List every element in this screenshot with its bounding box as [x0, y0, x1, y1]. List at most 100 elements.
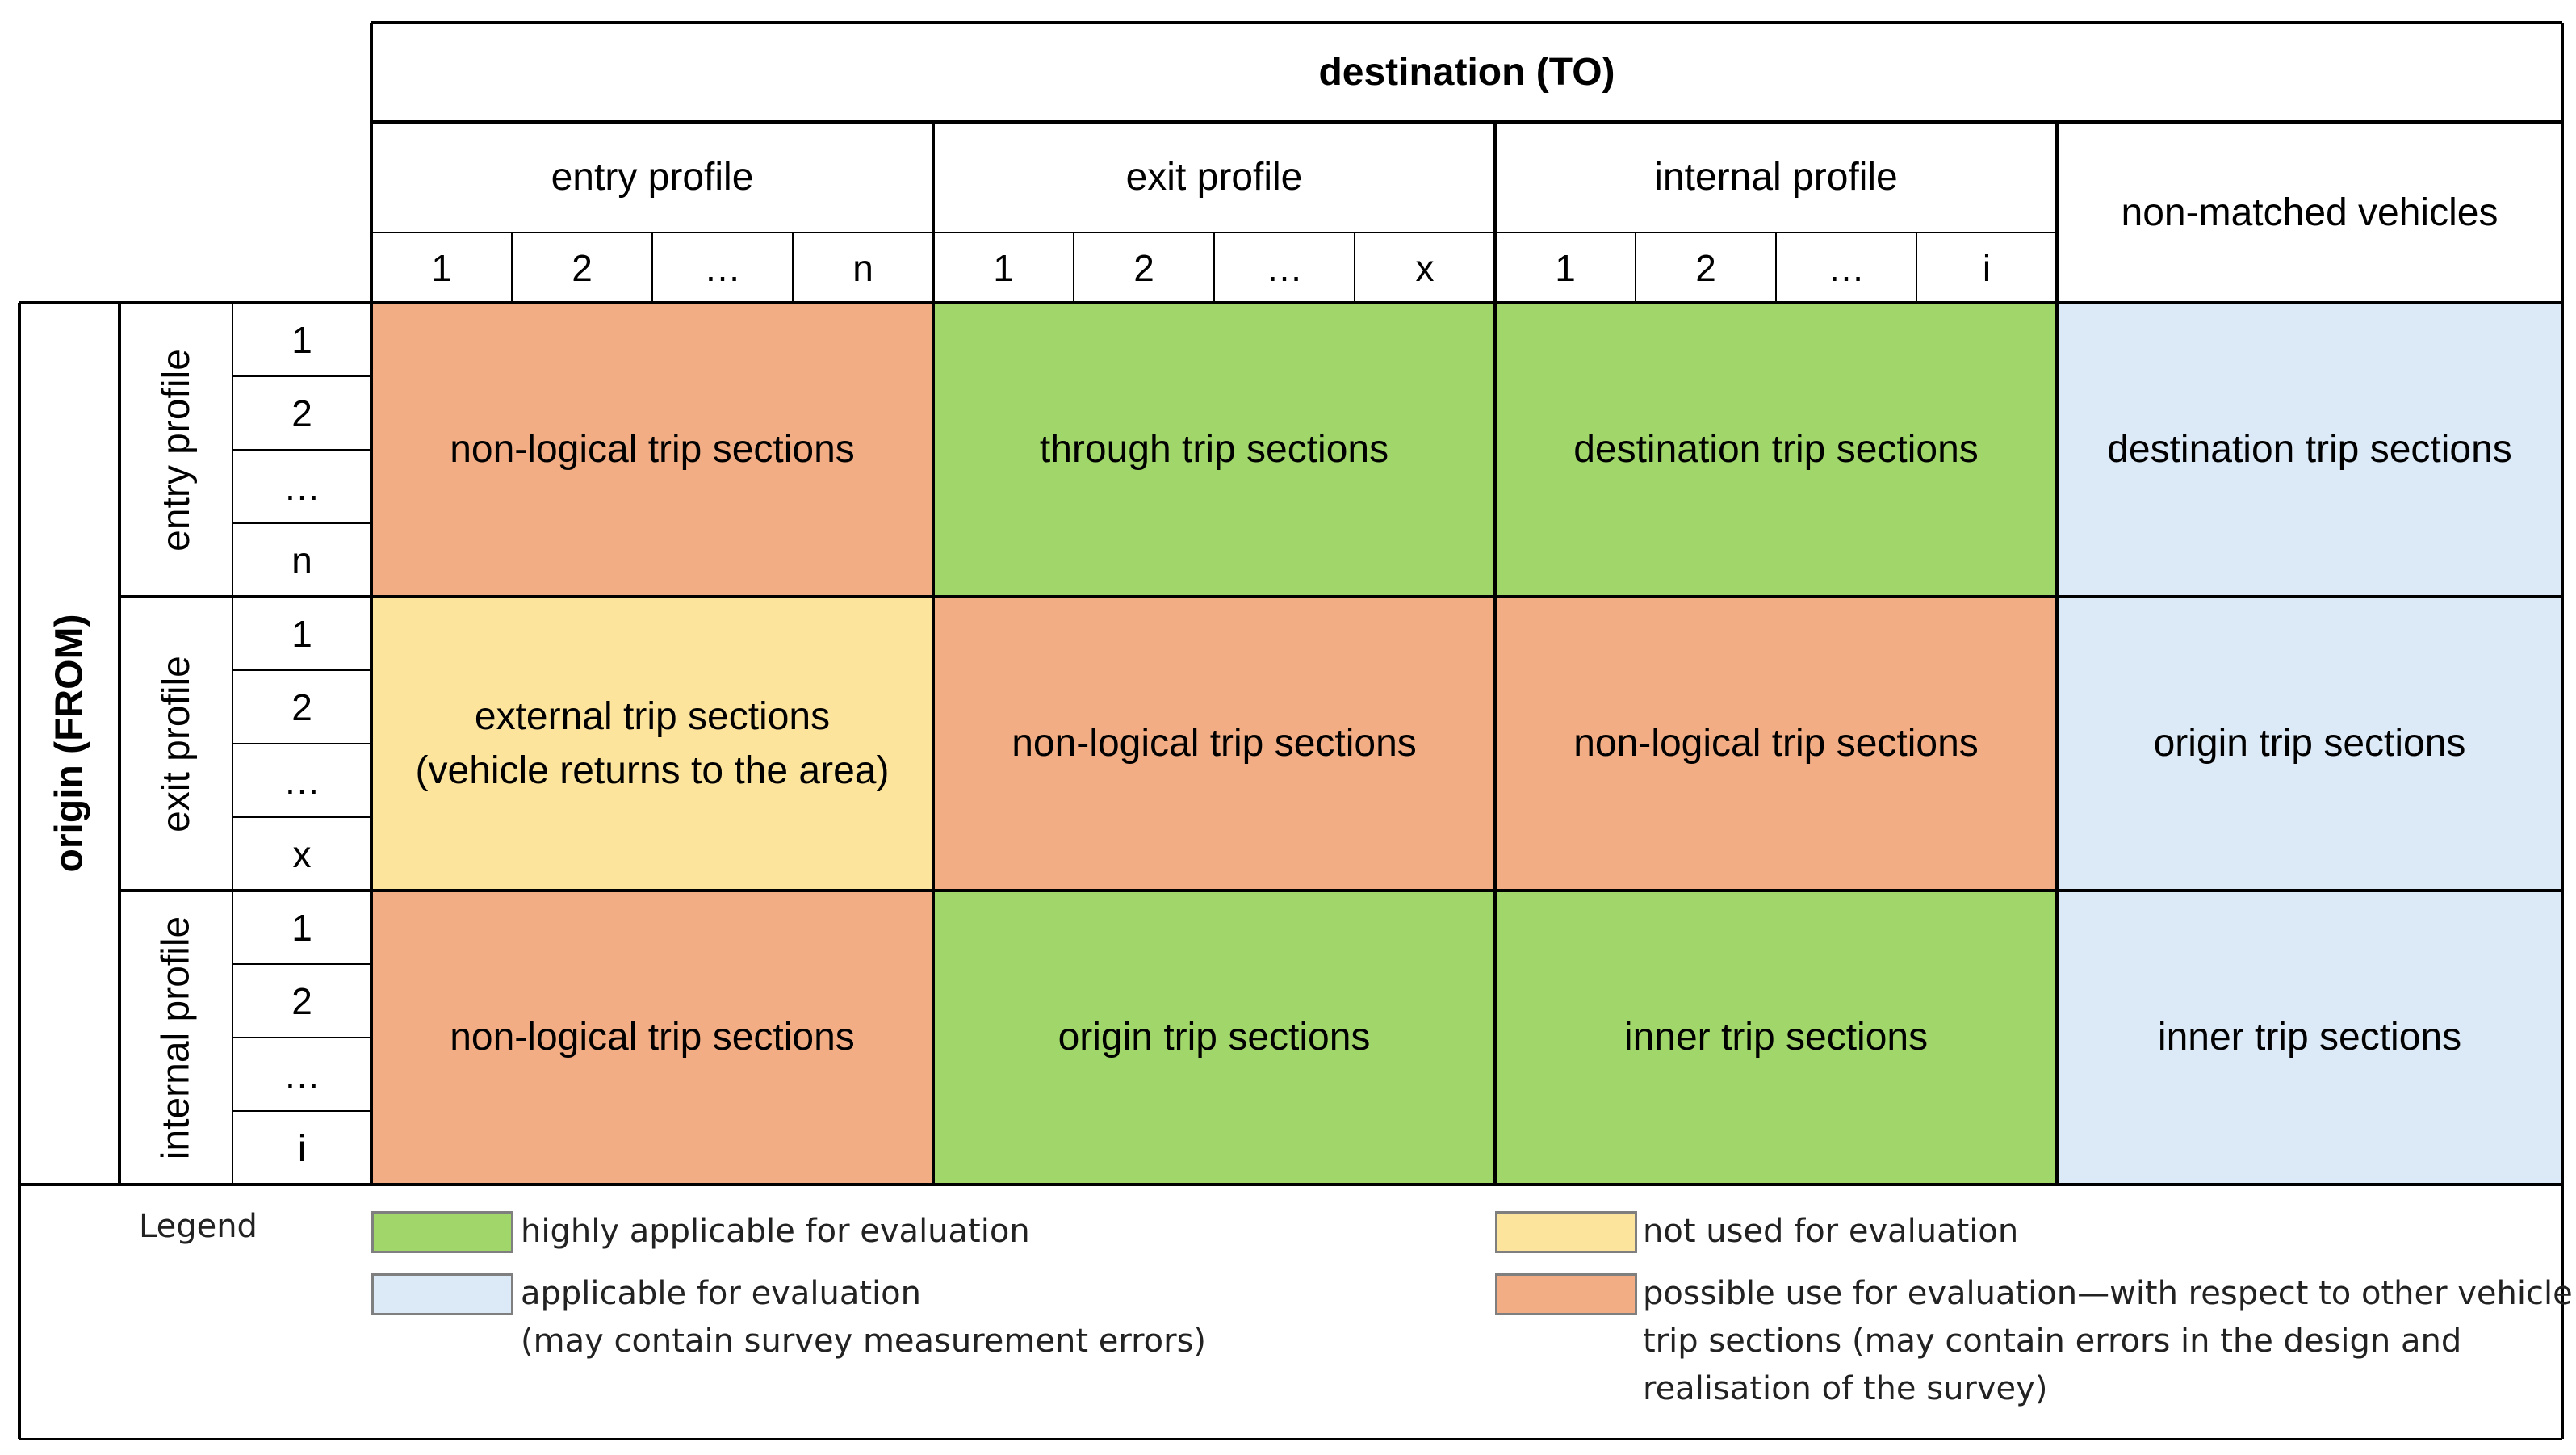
matrix-cell-label: through trip sections — [1039, 428, 1389, 472]
grid-line — [232, 375, 371, 377]
grid-line — [371, 120, 2562, 124]
destination-title: destination (TO) — [1318, 51, 1615, 94]
row-subheader: 1 — [291, 906, 312, 949]
grid-line — [370, 303, 373, 1185]
row-subheader: 1 — [291, 318, 312, 361]
row-header-label: internal profile — [154, 916, 198, 1159]
grid-line — [18, 303, 21, 1439]
legend-label: possible use for evaluation—with respect… — [1643, 1275, 2573, 1312]
row-header-box: entry profile — [119, 303, 232, 597]
legend-label: highly applicable for evaluation — [521, 1213, 1030, 1250]
matrix-cell: through trip sections — [933, 303, 1495, 597]
matrix-cell-label: inner trip sections — [2157, 1016, 2462, 1059]
row-header-box: exit profile — [119, 597, 232, 891]
matrix-cell: non-logical trip sections — [371, 891, 933, 1185]
grid-line — [119, 889, 2562, 892]
row-subheader: … — [283, 465, 320, 508]
matrix-cell: inner trip sections — [1495, 891, 2057, 1185]
grid-line — [1354, 233, 1355, 303]
row-subheader: 2 — [291, 686, 312, 728]
column-subheader: 2 — [572, 246, 593, 289]
matrix-cell-label: origin trip sections — [2153, 722, 2466, 765]
legend-swatch — [1495, 1211, 1637, 1253]
legend-swatch — [371, 1211, 513, 1253]
row-header-label: entry profile — [154, 348, 198, 551]
grid-line — [19, 1438, 2562, 1440]
matrix-cell: non-logical trip sections — [1495, 597, 2057, 891]
matrix-cell: inner trip sections — [2057, 891, 2562, 1185]
column-header-label: internal profile — [1654, 156, 1898, 199]
row-subheader: 1 — [291, 612, 312, 655]
grid-line — [1213, 233, 1215, 303]
grid-line — [19, 1183, 2562, 1186]
column-header-label: non-matched vehicles — [2121, 191, 2499, 234]
legend-swatch — [371, 1273, 513, 1315]
column-subheader: 1 — [431, 246, 452, 289]
row-subheader: x — [292, 832, 312, 875]
grid-line — [932, 122, 935, 1185]
matrix-cell-label: non-logical trip sections — [1012, 722, 1417, 765]
column-subheader: 2 — [1133, 246, 1154, 289]
row-subheader: n — [291, 539, 312, 581]
grid-line — [232, 522, 371, 524]
grid-line — [232, 816, 371, 818]
column-header-label: entry profile — [551, 156, 754, 199]
legend-label: trip sections (may contain errors in the… — [1643, 1323, 2462, 1360]
column-subheader: 2 — [1695, 246, 1716, 289]
row-subheader: … — [283, 759, 320, 802]
matrix-cell-label: non-logical trip sections — [450, 1016, 855, 1059]
matrix-cell: origin trip sections — [933, 891, 1495, 1185]
grid-line — [371, 21, 2562, 24]
grid-line — [232, 1110, 371, 1112]
legend-label: applicable for evaluation — [521, 1275, 921, 1312]
column-subheader: … — [704, 246, 741, 289]
legend-swatch — [1495, 1273, 1637, 1315]
column-subheader: x — [1415, 246, 1435, 289]
matrix-cell: external trip sections (vehicle returns t… — [371, 597, 933, 891]
matrix-cell-label: inner trip sections — [1623, 1016, 1929, 1059]
grid-line — [1493, 122, 1497, 1185]
column-subheader: … — [1828, 246, 1865, 289]
matrix-cell: destination trip sections — [1495, 303, 2057, 597]
column-subheader: … — [1266, 246, 1303, 289]
origin-title: origin (FROM) — [48, 614, 91, 872]
grid-line — [1916, 233, 1917, 303]
grid-line — [511, 233, 513, 303]
matrix-cell-sublabel: (vehicle returns to the area) — [415, 749, 890, 792]
row-header-label: exit profile — [154, 655, 198, 832]
matrix-cell-label: non-logical trip sections — [450, 428, 855, 472]
grid-line — [119, 595, 2562, 598]
matrix-cell: origin trip sections — [2057, 597, 2562, 891]
grid-line — [232, 963, 371, 965]
matrix-cell-label: external trip sections — [474, 694, 831, 738]
grid-line — [232, 669, 371, 671]
matrix-cell-label: destination trip sections — [1573, 428, 1979, 472]
matrix-cell: non-logical trip sections — [933, 597, 1495, 891]
grid-line — [2055, 122, 2059, 1185]
row-subheader: 2 — [291, 979, 312, 1022]
grid-line — [370, 23, 373, 303]
grid-line — [232, 1037, 371, 1038]
matrix-cell: destination trip sections — [2057, 303, 2562, 597]
legend-label: realisation of the survey) — [1643, 1370, 2048, 1407]
legend-title: Legend — [139, 1208, 258, 1245]
row-subheader: 2 — [291, 392, 312, 434]
grid-line — [792, 233, 794, 303]
grid-line — [1775, 233, 1777, 303]
column-subheader: 1 — [993, 246, 1014, 289]
grid-line — [1635, 233, 1636, 303]
legend-label: not used for evaluation — [1643, 1213, 2019, 1250]
grid-line — [19, 301, 2562, 304]
column-header-label: exit profile — [1125, 156, 1303, 199]
matrix-cell: non-logical trip sections — [371, 303, 933, 597]
column-subheader: 1 — [1555, 246, 1576, 289]
grid-line — [2561, 23, 2564, 1439]
row-subheader: … — [283, 1053, 320, 1096]
matrix-cell-label: destination trip sections — [2107, 428, 2512, 472]
column-subheader: n — [852, 246, 873, 289]
matrix-cell-label: origin trip sections — [1058, 1016, 1371, 1059]
matrix-cell-label: non-logical trip sections — [1573, 722, 1979, 765]
grid-line — [118, 303, 121, 1185]
grid-line — [651, 233, 653, 303]
